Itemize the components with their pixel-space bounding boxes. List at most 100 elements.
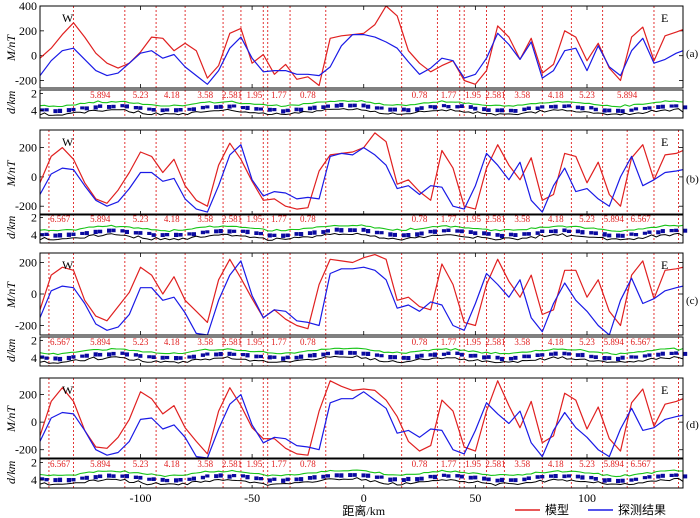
magnetic-body	[482, 355, 487, 360]
magnetic-body	[379, 354, 384, 358]
y-tick-label: 0	[31, 170, 37, 184]
magnetic-body	[549, 229, 554, 233]
magnetic-body	[40, 477, 45, 481]
magnetic-body	[647, 475, 652, 479]
segment-label: 0.78	[412, 459, 428, 469]
x-tick-label: -100	[129, 491, 151, 505]
segment-label: 4.18	[548, 214, 564, 224]
magnetic-body	[281, 478, 286, 483]
magnetic-body	[71, 232, 76, 236]
magnetic-body	[214, 229, 219, 234]
magnetic-body	[499, 477, 505, 482]
segment-label: 5.894	[90, 214, 111, 224]
magnetic-body	[339, 473, 344, 478]
magnetic-body	[683, 105, 688, 110]
magnetic-body	[468, 230, 473, 234]
magnetic-body	[674, 228, 679, 233]
series-model-line	[40, 254, 683, 330]
magnetic-body	[334, 473, 339, 478]
magnetic-body	[321, 105, 326, 109]
magnetic-body	[495, 108, 500, 113]
magnetic-body	[200, 105, 205, 110]
magnetic-body	[66, 355, 71, 361]
magnetic-body	[495, 233, 500, 237]
signal-axes-frame	[39, 377, 684, 459]
magnetic-body	[428, 105, 433, 109]
panel-id-label: (a)	[686, 48, 699, 60]
magnetic-body	[419, 106, 424, 110]
series-result-line	[40, 144, 683, 213]
magnetic-body	[111, 104, 116, 109]
segment-label: 1.95	[246, 459, 262, 469]
magnetic-body	[200, 353, 205, 357]
magnetic-body	[388, 232, 393, 237]
magnetic-body	[120, 351, 125, 355]
segment-label: 5.23	[579, 90, 595, 100]
y-tick-label: 200	[19, 24, 37, 38]
segment-label: 2.581	[222, 214, 242, 224]
segment-label: 1.77	[441, 459, 457, 469]
magnetic-body	[200, 475, 205, 480]
depth-top-line	[39, 100, 684, 108]
magnetic-body	[361, 103, 366, 108]
magnetic-body	[232, 474, 237, 478]
magnetic-body	[580, 106, 585, 111]
magnetic-body	[285, 233, 290, 238]
depth-profile	[39, 100, 688, 116]
segment-label: 4.18	[548, 459, 564, 469]
magnetic-body	[307, 476, 313, 480]
magnetic-body	[683, 228, 688, 233]
magnetic-body	[299, 107, 304, 112]
magnetic-body	[513, 478, 518, 483]
x-tick-label: 0	[361, 491, 367, 505]
segment-label: 1.95	[465, 90, 481, 100]
magnetic-body	[174, 478, 179, 483]
segment-label: 5.894	[604, 214, 625, 224]
magnetic-body	[468, 475, 473, 480]
magnetic-body	[388, 477, 393, 482]
magnetic-body	[165, 108, 170, 112]
magnetic-body	[374, 230, 380, 235]
depth-bottom-line	[39, 108, 684, 116]
magnetic-body	[299, 354, 304, 359]
magnetic-body	[486, 477, 491, 482]
magnetic-body	[642, 231, 647, 235]
magnetic-body	[71, 478, 76, 482]
magnetic-body	[138, 231, 143, 235]
segment-label: 6.567	[630, 337, 651, 347]
magnetic-body	[218, 352, 223, 357]
magnetic-body	[361, 473, 366, 478]
magnetic-body	[191, 476, 196, 481]
magnetic-body	[187, 107, 192, 111]
magnetic-body	[187, 232, 192, 236]
magnetic-body	[254, 354, 259, 359]
magnetic-body	[499, 356, 505, 362]
magnetic-body	[281, 356, 286, 361]
magnetic-body	[607, 356, 612, 360]
segment-label: 1.77	[271, 214, 287, 224]
magnetic-body	[593, 107, 598, 112]
magnetic-body	[522, 354, 527, 359]
magnetic-body	[366, 351, 371, 356]
magnetic-body	[93, 352, 98, 357]
magnetic-body	[227, 104, 232, 109]
depth-bottom-line	[39, 355, 684, 364]
segment-label: 2.581	[485, 90, 505, 100]
magnetic-body	[508, 478, 514, 482]
magnetic-body	[526, 232, 531, 236]
magnetic-body	[642, 106, 647, 110]
magnetic-body	[406, 356, 411, 361]
magnetic-body	[553, 229, 558, 234]
magnetic-body	[589, 475, 594, 480]
magnetic-body	[147, 355, 152, 359]
segment-label: 2.581	[485, 214, 505, 224]
magnetic-body	[446, 351, 451, 355]
magnetic-body	[214, 352, 219, 357]
magnetic-body	[245, 353, 250, 358]
magnetic-body	[446, 474, 451, 478]
magnetic-body	[40, 355, 45, 359]
segment-label: 0.78	[412, 214, 428, 224]
legend: 模型 探测结果	[515, 503, 666, 517]
magnetic-body	[232, 229, 237, 233]
magnetic-body	[191, 354, 196, 359]
